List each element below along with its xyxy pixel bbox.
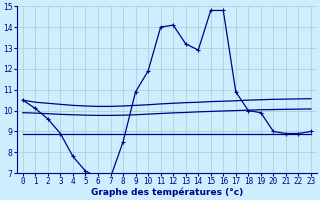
X-axis label: Graphe des températures (°c): Graphe des températures (°c) xyxy=(91,188,243,197)
